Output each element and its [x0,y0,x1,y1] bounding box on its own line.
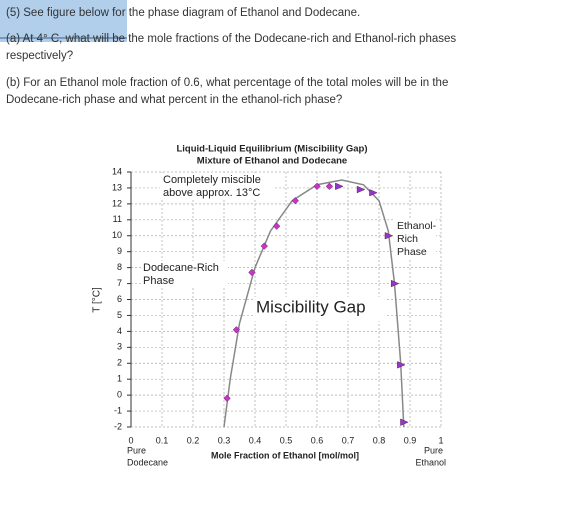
chart-title: Liquid-Liquid Equilibrium (Miscibility G… [176,144,367,155]
x-tick-label: 0.9 [404,435,417,445]
y-tick-label: 1 [117,374,122,384]
x-axis-label: Mole Fraction of Ethanol [mol/mol] [211,450,359,460]
annotation-box [160,173,275,200]
y-tick-label: 3 [117,342,122,352]
x-tick-label: 0.6 [311,435,324,445]
annotation: above approx. 13°C [163,187,260,199]
x-tick-label: 0.7 [342,435,355,445]
y-tick-label: 2 [117,358,122,368]
x-tick-label: 0.8 [373,435,386,445]
annotation-box [254,297,386,321]
x-tick-label: 0.5 [280,435,293,445]
annotation: Phase [397,246,427,258]
data-point [273,222,281,230]
annotation: Pure [424,445,443,455]
curve [223,179,405,428]
chart-subtitle: Mixture of Ethanol and Dodecane [197,156,347,167]
data-point [369,189,378,197]
y-tick-label: 10 [112,230,122,240]
annotation: Miscibility Gap [256,297,366,316]
x-tick-label: 0.4 [249,435,262,445]
data-point [335,182,344,191]
x-tick-label: 0.2 [187,435,200,445]
annotation: Completely miscible [163,174,261,186]
y-tick-label: 0 [117,390,122,400]
part-b: (b) For an Ethanol mole fraction of 0.6,… [6,77,448,89]
y-tick-label: 9 [117,246,122,256]
data-point [248,268,256,277]
y-tick-label: -2 [114,421,122,431]
data-point [291,197,299,205]
annotation: Phase [143,275,174,287]
highlight-box [0,0,127,42]
part-a: respectively? [6,50,73,62]
y-tick-label: 12 [112,198,122,208]
y-tick-label: 4 [117,326,122,336]
data-point [397,361,406,369]
y-tick-label: 6 [117,294,122,304]
y-tick-label: 8 [117,262,122,272]
x-tick-label: 0.3 [218,435,231,445]
annotation-box [141,261,228,288]
part-b: Dodecane-rich phase and what percent in … [6,94,342,106]
y-tick-label: 5 [117,310,122,320]
data-point [384,232,394,240]
y-tick-label: 11 [113,214,122,224]
x-tick-label: 0.1 [156,435,169,445]
y-tick-label: -1 [114,405,122,415]
annotation: Ethanol [415,457,446,467]
data-point [260,242,268,250]
annotation: Dodecane-Rich [143,262,219,274]
annotation: Pure [127,445,146,455]
data-point [400,418,409,426]
intro: (5) See figure below for the phase diagr… [6,7,360,19]
annotation: Ethanol- [397,220,437,232]
y-axis-label: T [°C] [92,287,103,313]
y-tick-label: 14 [112,166,122,176]
data-point [223,394,231,402]
data-point [356,185,366,194]
data-point [313,182,321,190]
annotation: Rich [397,233,418,245]
annotation: Dodecane [127,457,168,467]
y-tick-label: 7 [117,278,122,288]
x-tick-label: 1 [438,435,443,445]
data-point [232,326,241,334]
y-tick-label: 13 [112,182,122,192]
part-a: (a) At 4° C, what will be the mole fract… [6,33,456,45]
data-point [325,182,334,190]
x-tick-label: 0 [128,435,133,445]
annotation-box [394,219,436,259]
data-point [390,279,400,288]
